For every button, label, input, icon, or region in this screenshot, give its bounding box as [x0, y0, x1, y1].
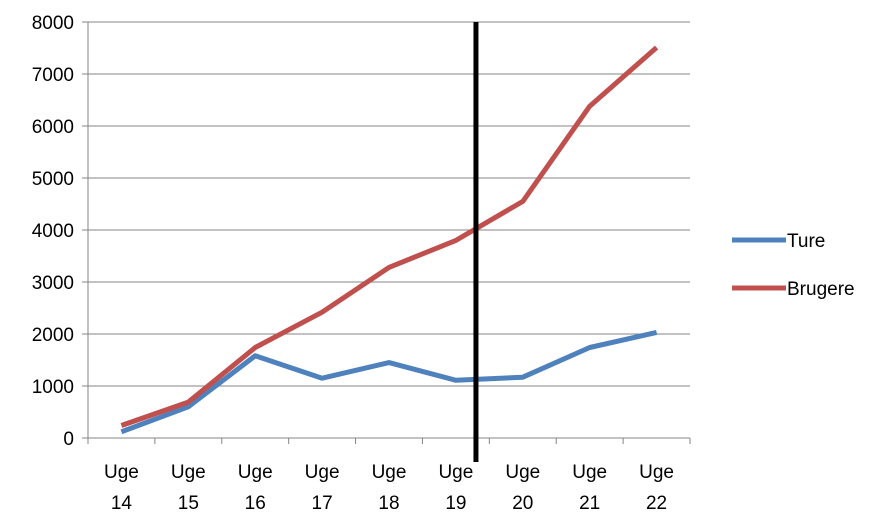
- y-tick-label: 2000: [32, 325, 74, 346]
- legend-label-ture: Ture: [787, 231, 825, 252]
- y-tick-label: 3000: [32, 273, 74, 294]
- gridlines: [88, 22, 690, 386]
- legend: Ture Brugere: [732, 231, 855, 300]
- series-line-ture: [121, 332, 656, 431]
- y-tick-label: 4000: [32, 221, 74, 242]
- y-tick-labels: 0 1000 2000 3000 4000 5000 6000 7000 8000: [32, 13, 74, 450]
- y-tick-label: 5000: [32, 169, 74, 190]
- y-tick-label: 0: [63, 429, 74, 450]
- axes: [82, 22, 690, 444]
- y-tick-label: 7000: [32, 65, 74, 86]
- series-lines: [121, 47, 656, 431]
- y-tick-label: 8000: [32, 13, 74, 34]
- y-tick-label: 1000: [32, 377, 74, 398]
- legend-label-brugere: Brugere: [787, 279, 855, 300]
- series-line-brugere: [121, 48, 656, 426]
- y-tick-label: 6000: [32, 117, 74, 138]
